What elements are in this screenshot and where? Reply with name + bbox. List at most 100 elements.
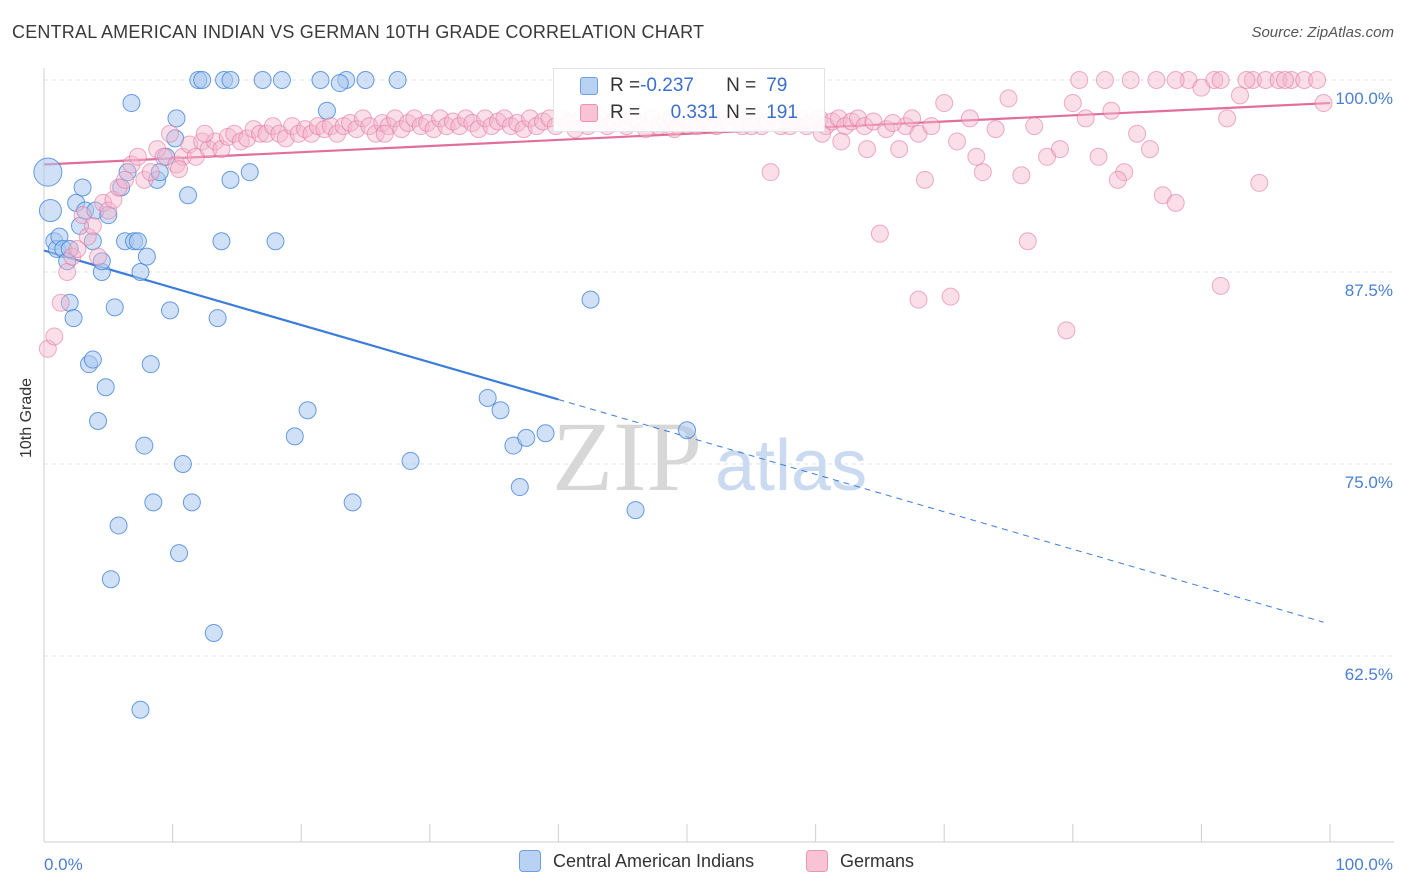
data-point-german xyxy=(78,227,97,246)
data-point-german xyxy=(148,140,167,159)
data-point-german xyxy=(1211,276,1230,295)
blue-swatch xyxy=(580,77,598,95)
y-tick-label: 87.5% xyxy=(1345,281,1393,300)
data-point-central-american-indian xyxy=(109,516,128,535)
legend-blue-label: Central American Indians xyxy=(553,850,755,871)
y-axis-label: 10th Grade xyxy=(18,377,35,458)
trend-line-germans xyxy=(43,101,1331,166)
blue-n-label: N = xyxy=(726,75,757,96)
data-point-central-american-indian xyxy=(491,401,510,420)
data-point-german xyxy=(375,124,394,143)
tick-labels: 100.0% 87.5% 75.0% 62.5% 0.0% 100.0% xyxy=(44,89,1393,874)
data-point-german xyxy=(263,117,282,136)
data-point-german xyxy=(1282,71,1301,89)
data-point-german xyxy=(89,247,108,266)
data-point-german xyxy=(1089,147,1108,166)
pink-n-label: N = xyxy=(726,102,757,123)
data-point-german xyxy=(1018,232,1037,251)
data-point-german xyxy=(1012,166,1031,185)
trend-line-central-american-indians xyxy=(43,249,559,401)
data-point-central-american-indian xyxy=(221,71,240,89)
source-label: Source: ZipAtlas.com xyxy=(1251,24,1394,41)
blue-r-value: -0.237 xyxy=(640,75,694,96)
data-point-central-american-indian xyxy=(272,71,291,89)
watermark-atlas: atlas xyxy=(715,426,867,506)
data-point-german xyxy=(1095,71,1114,89)
data-point-central-american-indian xyxy=(167,109,186,128)
data-point-central-american-indian xyxy=(193,71,212,89)
data-point-german xyxy=(1230,86,1249,105)
data-point-german xyxy=(83,216,102,235)
data-point-german xyxy=(855,117,874,136)
data-point-central-american-indian xyxy=(478,388,497,407)
data-point-central-american-indian xyxy=(298,401,317,420)
data-point-central-american-indian xyxy=(33,157,63,187)
data-point-german xyxy=(1108,170,1127,189)
data-point-central-american-indian xyxy=(128,232,147,251)
axes xyxy=(43,68,1394,843)
data-point-central-american-indian xyxy=(101,570,120,589)
data-point-central-american-indian xyxy=(105,298,124,317)
data-point-central-american-indian xyxy=(173,455,192,473)
stats-box: R = -0.237 N = 79 R = 0.331 N = 191 xyxy=(553,68,825,132)
watermark-zip: ZIP xyxy=(552,401,702,512)
data-point-german xyxy=(1121,71,1140,89)
legend-item-blue: Central American Indians xyxy=(519,850,754,872)
data-point-central-american-indian xyxy=(141,355,160,374)
y-tick-label: 62.5% xyxy=(1345,665,1393,684)
data-point-german xyxy=(941,287,960,306)
x-tick-label: 100.0% xyxy=(1335,855,1393,874)
y-tick-label: 75.0% xyxy=(1345,473,1393,492)
data-point-german xyxy=(883,114,902,133)
data-point-german xyxy=(761,163,780,182)
data-point-german xyxy=(973,163,992,182)
data-point-central-american-indian xyxy=(96,378,115,397)
data-point-central-american-indian xyxy=(73,178,92,197)
data-point-german xyxy=(167,155,186,174)
data-point-german xyxy=(1076,109,1095,128)
data-point-german xyxy=(1308,71,1327,89)
data-point-central-american-indian xyxy=(356,71,375,89)
data-point-german xyxy=(1063,94,1082,113)
data-point-german xyxy=(1243,71,1262,89)
data-point-german xyxy=(1211,71,1230,89)
data-point-german xyxy=(170,160,189,179)
data-point-central-american-indian xyxy=(83,350,102,369)
data-point-central-american-indian xyxy=(131,263,150,281)
data-point-german xyxy=(1025,117,1044,136)
data-point-central-american-indian xyxy=(266,232,285,251)
data-point-german xyxy=(1102,101,1121,120)
data-point-central-american-indian xyxy=(317,101,336,120)
data-point-german xyxy=(903,109,922,128)
data-point-german xyxy=(1205,71,1224,89)
data-point-central-american-indian xyxy=(161,301,180,320)
chart-title: CENTRAL AMERICAN INDIAN VS GERMAN 10TH G… xyxy=(12,22,705,42)
data-point-central-american-indian xyxy=(179,186,198,205)
series-central-american-indians xyxy=(33,71,696,719)
data-point-german xyxy=(1115,163,1134,182)
data-point-german xyxy=(1166,193,1185,212)
data-point-central-american-indian xyxy=(401,451,420,470)
data-point-german xyxy=(1314,94,1333,113)
data-point-central-american-indian xyxy=(388,71,407,89)
data-point-central-american-indian xyxy=(122,94,141,113)
data-point-german xyxy=(99,201,118,220)
data-point-german xyxy=(195,124,214,143)
stats-row-pink: R = 0.331 N = 191 xyxy=(554,100,798,126)
y-tick-label: 100.0% xyxy=(1335,89,1393,108)
data-point-german xyxy=(960,109,979,128)
data-point-german xyxy=(986,120,1005,139)
data-point-german xyxy=(967,147,986,166)
data-point-central-american-indian xyxy=(38,199,62,223)
data-point-central-american-indian xyxy=(510,478,529,497)
data-point-german xyxy=(456,109,475,128)
data-point-german xyxy=(1295,71,1314,89)
x-tick-label: 0.0% xyxy=(44,855,83,874)
data-point-central-american-indian xyxy=(330,74,349,93)
data-point-central-american-indian xyxy=(144,493,163,512)
data-point-german xyxy=(321,117,340,136)
data-point-german xyxy=(858,140,877,159)
data-point-german xyxy=(1050,140,1069,159)
data-point-german xyxy=(122,155,141,174)
data-point-central-american-indian xyxy=(581,290,600,309)
